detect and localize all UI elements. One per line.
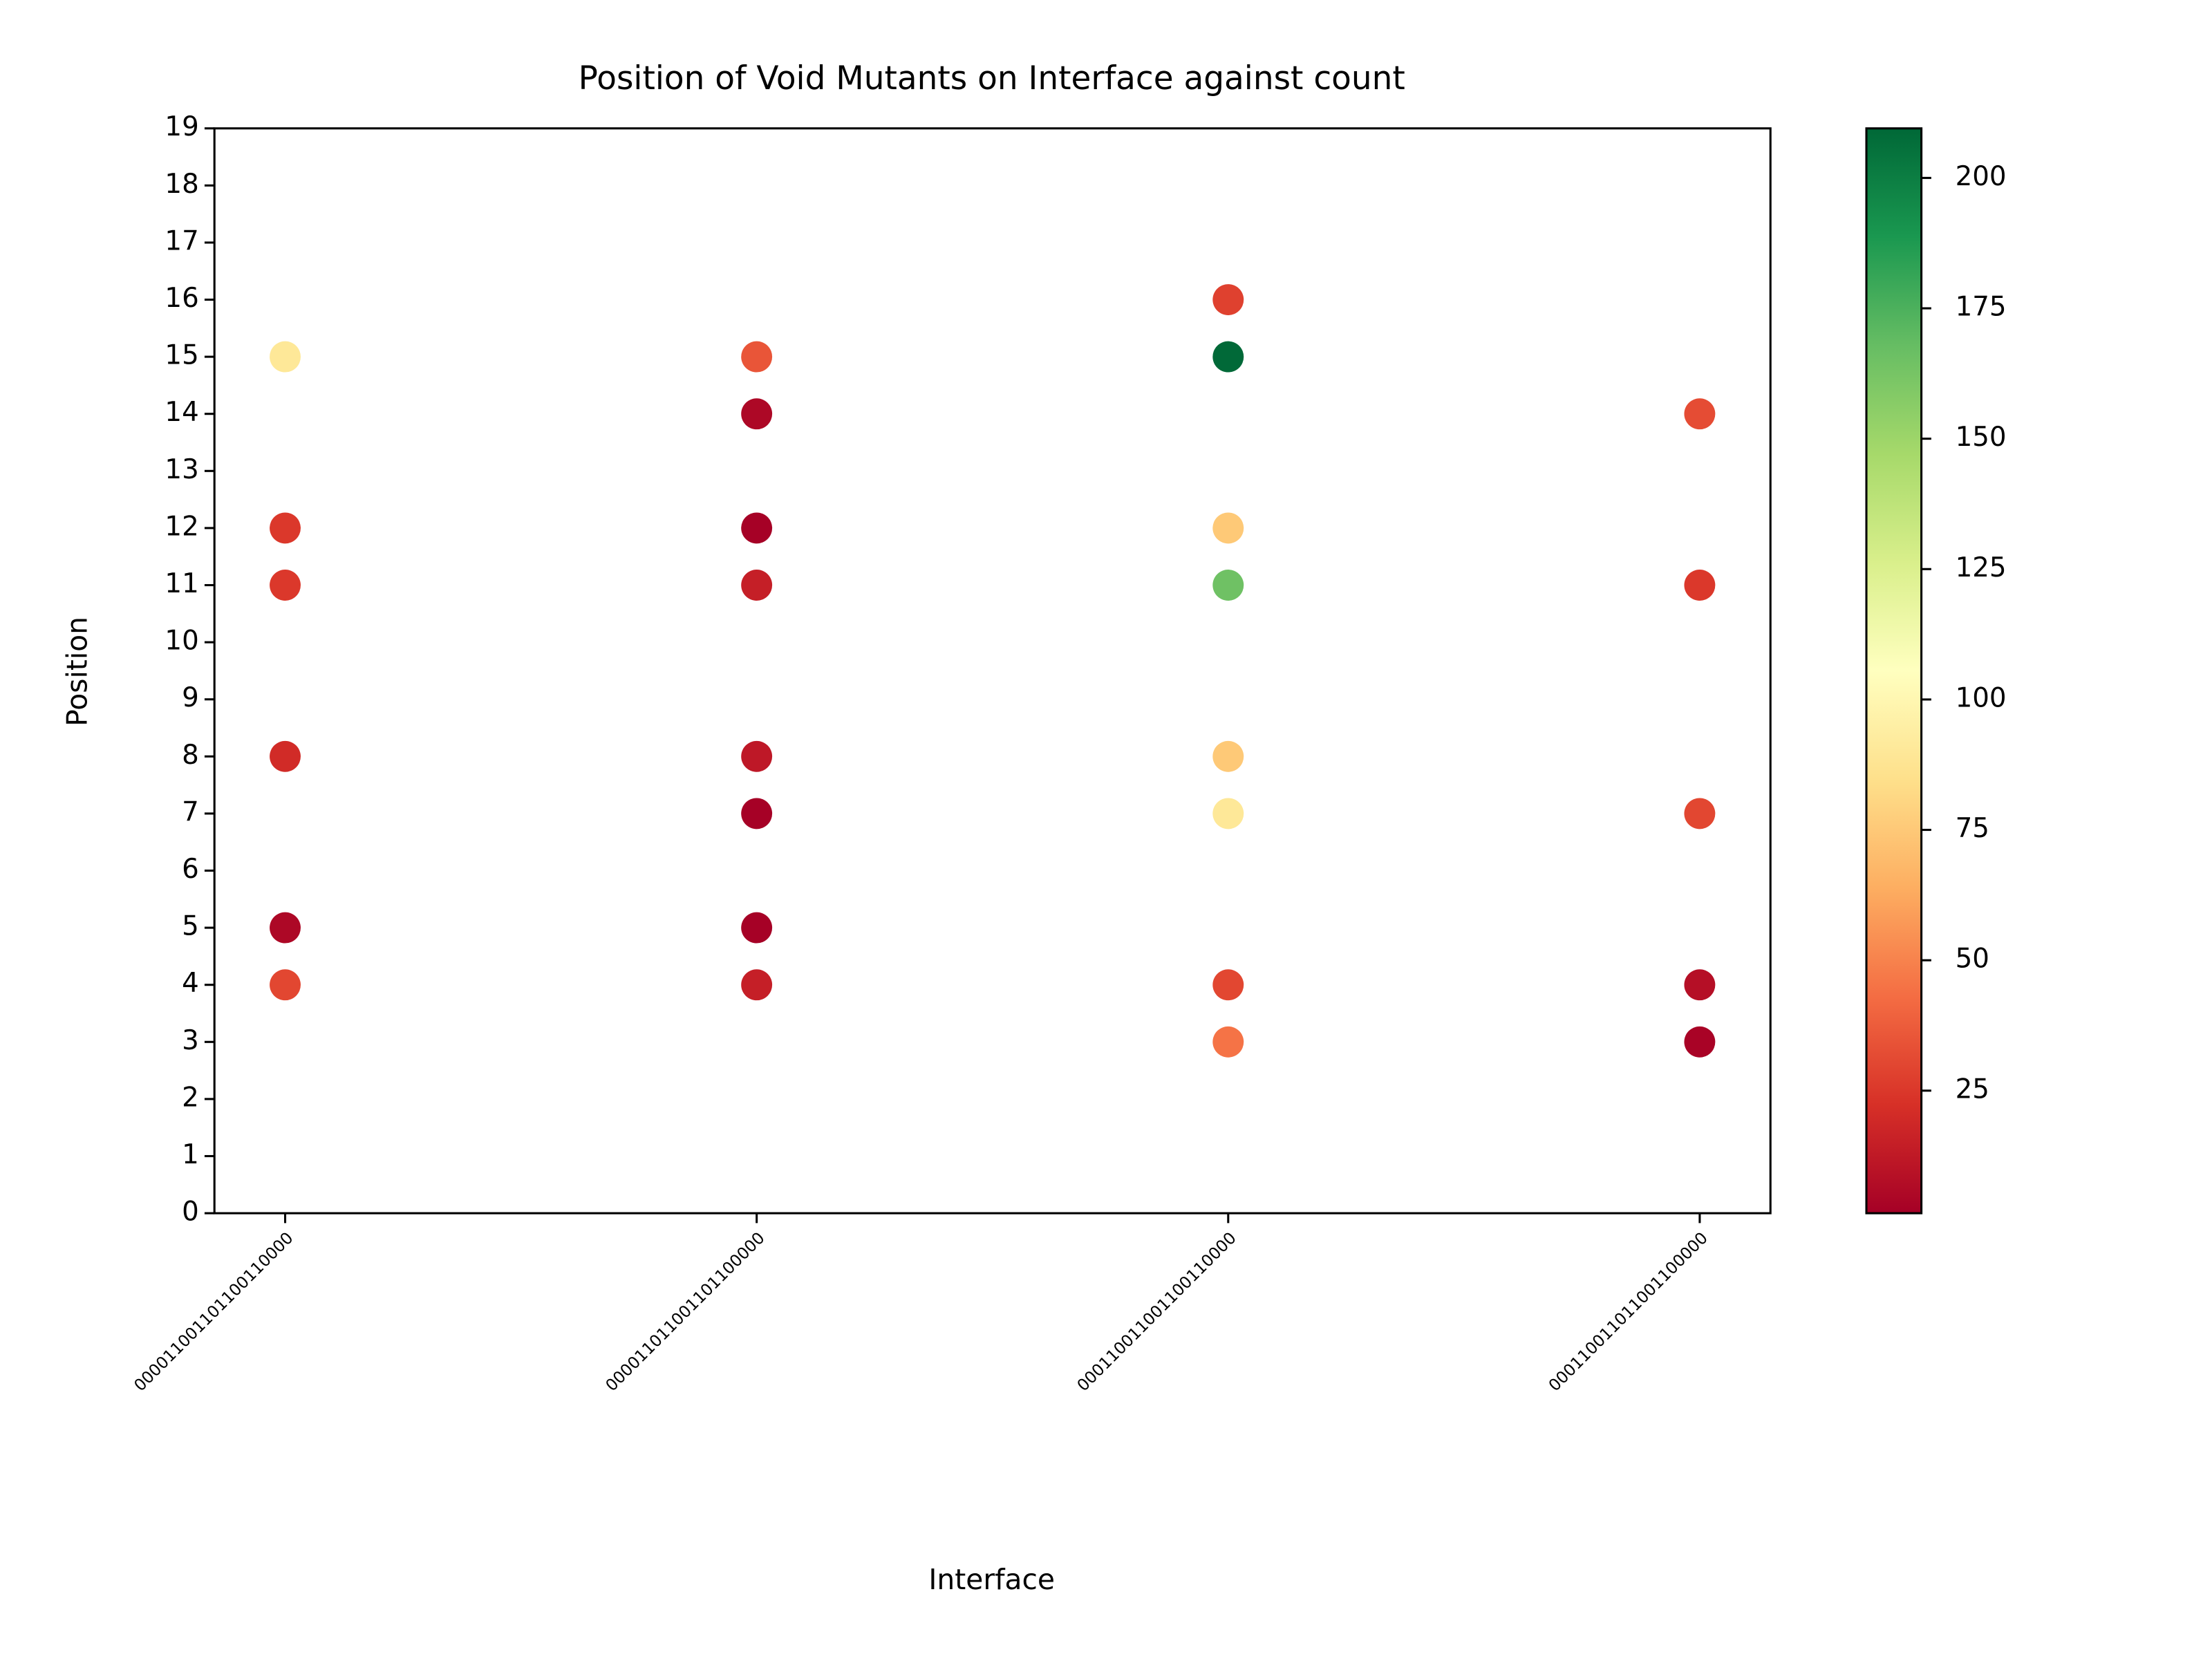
point: [1212, 798, 1244, 830]
point: [270, 969, 301, 1001]
point: [270, 570, 301, 601]
y-tick-label: 11: [165, 568, 198, 599]
y-axis-label: Position: [60, 617, 93, 727]
point: [1212, 512, 1244, 544]
point: [741, 341, 773, 373]
point: [1684, 798, 1716, 830]
colorbar-tick-label: 125: [1956, 552, 2007, 583]
y-tick-label: 12: [165, 511, 198, 542]
point: [1212, 341, 1244, 373]
y-tick-label: 1: [182, 1139, 199, 1170]
y-tick-label: 7: [182, 796, 199, 827]
colorbar-tick-label: 175: [1956, 292, 2007, 323]
y-tick-label: 2: [182, 1082, 199, 1113]
point: [1212, 1026, 1244, 1058]
point: [1212, 969, 1244, 1001]
y-tick-label: 18: [165, 169, 198, 200]
colorbar-tick-label: 200: [1956, 161, 2007, 192]
y-tick-label: 8: [182, 740, 199, 771]
chart-title: Position of Void Mutants on Interface ag…: [579, 59, 1405, 97]
y-tick-label: 3: [182, 1025, 199, 1056]
y-tick-label: 6: [182, 854, 199, 885]
plot-frame: [213, 127, 1772, 1215]
point: [270, 341, 301, 373]
point: [1684, 570, 1716, 601]
point: [741, 740, 773, 772]
point: [741, 398, 773, 430]
y-tick-label: 13: [165, 454, 198, 485]
point: [1684, 398, 1716, 430]
point: [1684, 1026, 1716, 1058]
point: [270, 740, 301, 772]
y-tick-label: 17: [165, 225, 198, 256]
point: [1684, 969, 1716, 1001]
colorbar-tick-label: 150: [1956, 422, 2007, 453]
y-tick-label: 4: [182, 968, 199, 999]
colorbar-tick-label: 100: [1956, 682, 2007, 713]
y-tick-label: 16: [165, 283, 198, 314]
colorbar-tick-label: 50: [1956, 944, 1989, 975]
colorbar: [1865, 127, 1923, 1215]
point: [741, 912, 773, 944]
point: [741, 798, 773, 830]
point: [270, 912, 301, 944]
point: [270, 512, 301, 544]
x-tick-label: 000110011011001100000: [1545, 1228, 1712, 1395]
y-tick-label: 14: [165, 397, 198, 428]
y-tick-label: 0: [182, 1197, 199, 1228]
y-tick-label: 9: [182, 682, 199, 713]
point: [1212, 284, 1244, 315]
x-axis-label: Interface: [928, 1563, 1055, 1596]
x-tick-label: 000110011001100110000: [1073, 1228, 1239, 1395]
point: [741, 570, 773, 601]
point: [1212, 740, 1244, 772]
y-tick-label: 19: [165, 111, 198, 142]
y-tick-label: 10: [165, 626, 198, 657]
point: [741, 512, 773, 544]
y-tick-label: 15: [165, 340, 198, 371]
point: [1212, 570, 1244, 601]
y-tick-label: 5: [182, 911, 199, 942]
colorbar-tick-label: 25: [1956, 1074, 1989, 1105]
colorbar-tick-label: 75: [1956, 813, 1989, 844]
point: [741, 969, 773, 1001]
x-tick-label: 000011011001101100000: [601, 1228, 768, 1395]
x-tick-label: 000011001101100110000: [130, 1228, 297, 1395]
